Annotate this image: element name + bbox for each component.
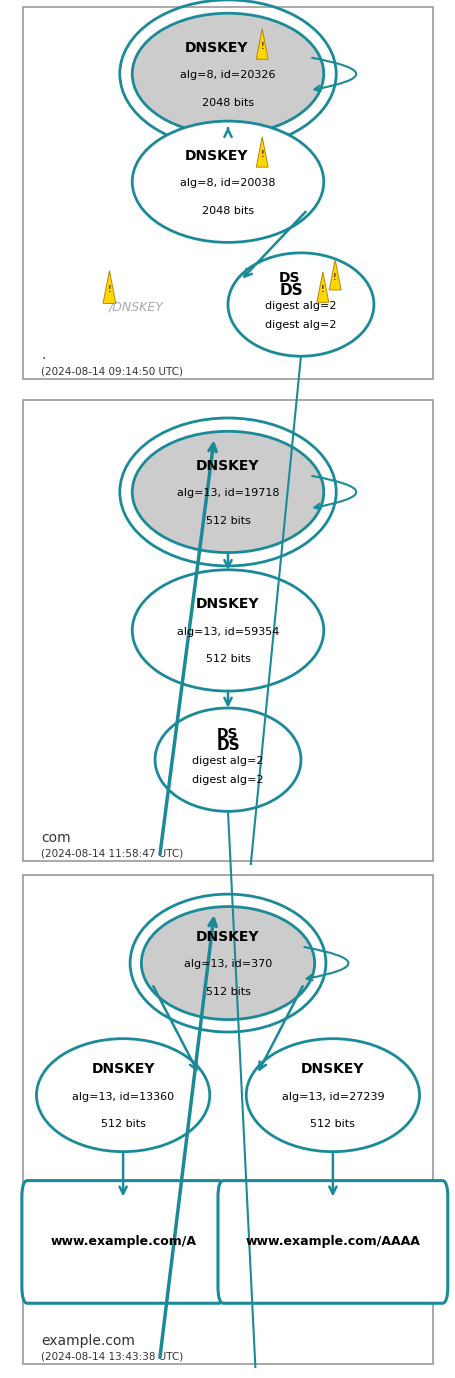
Ellipse shape [132, 570, 323, 692]
Ellipse shape [132, 14, 323, 135]
Text: DNSKEY: DNSKEY [196, 597, 259, 612]
FancyBboxPatch shape [23, 400, 432, 861]
Ellipse shape [155, 708, 300, 812]
Text: (2024-08-14 11:58:47 UTC): (2024-08-14 11:58:47 UTC) [41, 849, 183, 858]
Text: 512 bits: 512 bits [205, 987, 250, 998]
Text: DS: DS [279, 284, 303, 298]
Ellipse shape [141, 907, 314, 1020]
Text: 512 bits: 512 bits [101, 1119, 145, 1129]
Polygon shape [256, 29, 268, 59]
Text: DS: DS [278, 271, 300, 285]
Text: www.example.com/A: www.example.com/A [50, 1236, 196, 1248]
Polygon shape [256, 136, 268, 167]
Text: alg=8, id=20038: alg=8, id=20038 [180, 178, 275, 189]
Text: DS: DS [216, 739, 239, 754]
Ellipse shape [246, 1039, 419, 1152]
Text: (2024-08-14 13:43:38 UTC): (2024-08-14 13:43:38 UTC) [41, 1352, 183, 1361]
Polygon shape [103, 270, 116, 303]
Text: example.com: example.com [41, 1334, 135, 1348]
Text: 512 bits: 512 bits [205, 515, 250, 526]
Text: alg=13, id=370: alg=13, id=370 [183, 959, 272, 970]
Text: (2024-08-14 09:14:50 UTC): (2024-08-14 09:14:50 UTC) [41, 367, 182, 376]
Text: digest alg=2: digest alg=2 [192, 757, 263, 766]
Text: 2048 bits: 2048 bits [202, 205, 253, 216]
FancyBboxPatch shape [217, 1181, 447, 1304]
Text: !: ! [107, 285, 111, 295]
Ellipse shape [228, 254, 373, 357]
Text: digest alg=2: digest alg=2 [265, 320, 336, 331]
Text: !: ! [333, 273, 336, 282]
Text: .: . [41, 349, 46, 362]
FancyBboxPatch shape [23, 875, 432, 1364]
Text: 512 bits: 512 bits [310, 1119, 354, 1129]
Polygon shape [329, 259, 340, 289]
Text: alg=13, id=19718: alg=13, id=19718 [177, 488, 278, 499]
Text: DNSKEY: DNSKEY [300, 1062, 364, 1076]
Polygon shape [316, 271, 328, 302]
Text: /DNSKEY: /DNSKEY [109, 300, 164, 314]
Text: 512 bits: 512 bits [205, 655, 250, 664]
Text: DNSKEY: DNSKEY [184, 149, 248, 163]
Text: digest alg=2: digest alg=2 [192, 776, 263, 785]
FancyBboxPatch shape [22, 1181, 224, 1304]
Text: alg=13, id=59354: alg=13, id=59354 [177, 627, 278, 637]
Text: !: ! [260, 43, 263, 51]
Text: alg=8, id=20326: alg=8, id=20326 [180, 70, 275, 80]
Ellipse shape [36, 1039, 209, 1152]
Ellipse shape [132, 431, 323, 553]
Text: !: ! [260, 150, 263, 158]
Text: DS: DS [217, 726, 238, 740]
Text: alg=13, id=13360: alg=13, id=13360 [72, 1091, 174, 1101]
Ellipse shape [132, 121, 323, 243]
Text: alg=13, id=27239: alg=13, id=27239 [281, 1091, 384, 1101]
Text: DNSKEY: DNSKEY [184, 41, 248, 55]
Text: com: com [41, 831, 71, 845]
Text: digest alg=2: digest alg=2 [265, 300, 336, 311]
Text: www.example.com/AAAA: www.example.com/AAAA [245, 1236, 420, 1248]
Text: !: ! [320, 285, 324, 295]
Text: DNSKEY: DNSKEY [196, 930, 259, 944]
Text: DNSKEY: DNSKEY [91, 1062, 155, 1076]
FancyBboxPatch shape [23, 7, 432, 379]
Text: DNSKEY: DNSKEY [196, 459, 259, 473]
Text: 2048 bits: 2048 bits [202, 98, 253, 107]
